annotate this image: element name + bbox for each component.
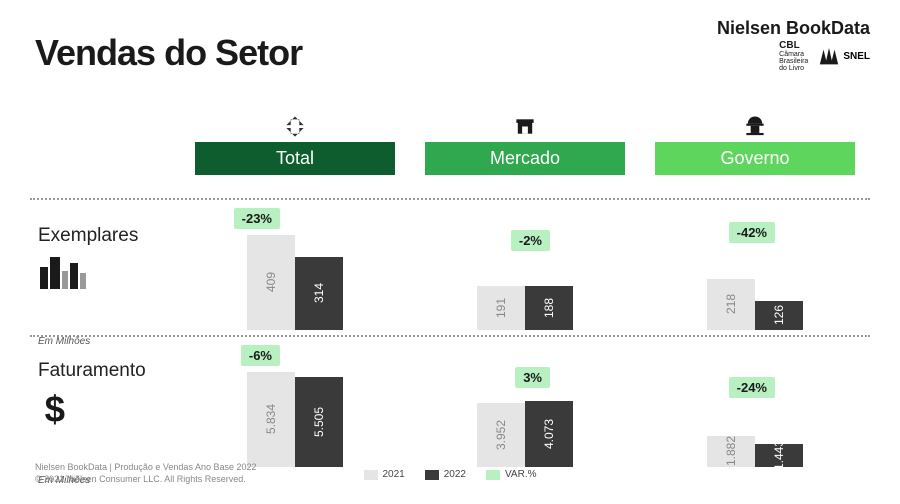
bar-value: 188 xyxy=(542,298,556,318)
bar-b: 1.443 xyxy=(755,444,803,467)
metric-title: Faturamento xyxy=(38,360,146,382)
category-label: Governo xyxy=(655,142,855,175)
swatch-2022 xyxy=(425,470,439,480)
svg-text:$: $ xyxy=(45,388,65,428)
bar-group: 5.834 5.505 xyxy=(247,372,343,467)
chart-cell: 409 314 -23% xyxy=(180,200,410,330)
category-mercado: Mercado xyxy=(410,115,640,175)
chart-row-exemplares: 409 314 -23% 191 188 -2% 218 126 -42% xyxy=(180,200,870,330)
metric-sub: Em Milhões xyxy=(38,336,138,347)
legend-item-2022: 2022 xyxy=(425,469,466,480)
pct-badge: -2% xyxy=(511,230,550,251)
bar-value: 5.505 xyxy=(312,407,326,437)
bar-value: 314 xyxy=(312,283,326,303)
bar-b: 314 xyxy=(295,257,343,330)
chart-cell: 5.834 5.505 -6% xyxy=(180,337,410,467)
bar-b: 4.073 xyxy=(525,401,573,467)
logo-block: Nielsen BookData CBL Câmara Brasileira d… xyxy=(717,18,870,72)
bar-value: 3.952 xyxy=(494,420,508,450)
footer-line: Nielsen BookData | Produção e Vendas Ano… xyxy=(35,461,257,474)
bar-value: 126 xyxy=(772,305,786,325)
mercado-icon xyxy=(509,115,541,138)
metric-exemplares: Exemplares Em Milhões xyxy=(38,225,138,347)
category-governo: Governo xyxy=(640,115,870,175)
bar-a: 1.882 xyxy=(707,436,755,467)
bar-b: 126 xyxy=(755,301,803,330)
book-fan-icon xyxy=(818,46,840,68)
swatch-2021 xyxy=(364,470,378,480)
category-label: Mercado xyxy=(425,142,625,175)
legend-item-2021: 2021 xyxy=(364,469,405,480)
total-icon xyxy=(279,115,311,138)
pct-badge: -24% xyxy=(729,377,775,398)
bar-value: 218 xyxy=(724,294,738,314)
governo-icon xyxy=(739,115,771,138)
footer: Nielsen BookData | Produção e Vendas Ano… xyxy=(35,461,257,486)
bar-value: 5.834 xyxy=(264,404,278,434)
chart-cell: 1.882 1.443 -24% xyxy=(640,337,870,467)
chart-cell: 191 188 -2% xyxy=(410,200,640,330)
pct-badge: 3% xyxy=(515,367,550,388)
category-row: Total Mercado Governo xyxy=(180,115,870,175)
bar-a: 3.952 xyxy=(477,403,525,467)
logo-snel: SNEL xyxy=(818,46,870,68)
bar-a: 409 xyxy=(247,235,295,330)
bar-group: 3.952 4.073 xyxy=(477,401,573,467)
slide: Vendas do Setor Nielsen BookData CBL Câm… xyxy=(0,0,900,504)
bar-a: 5.834 xyxy=(247,372,295,467)
bar-b: 5.505 xyxy=(295,377,343,467)
metric-title: Exemplares xyxy=(38,225,138,247)
bar-value: 4.073 xyxy=(542,419,556,449)
chart-cell: 218 126 -42% xyxy=(640,200,870,330)
logo-nielsen: Nielsen BookData xyxy=(717,18,870,39)
pct-badge: -6% xyxy=(241,345,280,366)
footer-line: © 2021 Nielsen Consumer LLC. All Rights … xyxy=(35,473,257,486)
category-label: Total xyxy=(195,142,395,175)
bar-value: 1.882 xyxy=(724,436,738,466)
buildings-icon xyxy=(38,253,88,289)
bar-a: 218 xyxy=(707,279,755,330)
bar-group: 218 126 xyxy=(707,279,803,330)
chart-row-faturamento: 5.834 5.505 -6% 3.952 4.073 3% 1.882 1.443 -24% xyxy=(180,337,870,467)
bar-value: 1.443 xyxy=(772,440,786,470)
bar-value: 191 xyxy=(494,298,508,318)
page-title: Vendas do Setor xyxy=(35,32,302,74)
swatch-var xyxy=(486,470,500,480)
logo-cbl: CBL Câmara Brasileira do Livro xyxy=(779,41,808,72)
legend-item-var: VAR.% xyxy=(486,469,537,480)
bar-group: 409 314 xyxy=(247,235,343,330)
bar-b: 188 xyxy=(525,286,573,330)
pct-badge: -42% xyxy=(729,222,775,243)
bar-group: 191 188 xyxy=(477,286,573,330)
category-total: Total xyxy=(180,115,410,175)
bar-group: 1.882 1.443 xyxy=(707,436,803,467)
pct-badge: -23% xyxy=(234,208,280,229)
dollar-icon: $ xyxy=(38,388,78,428)
bar-a: 191 xyxy=(477,286,525,330)
chart-cell: 3.952 4.073 3% xyxy=(410,337,640,467)
bar-value: 409 xyxy=(264,272,278,292)
